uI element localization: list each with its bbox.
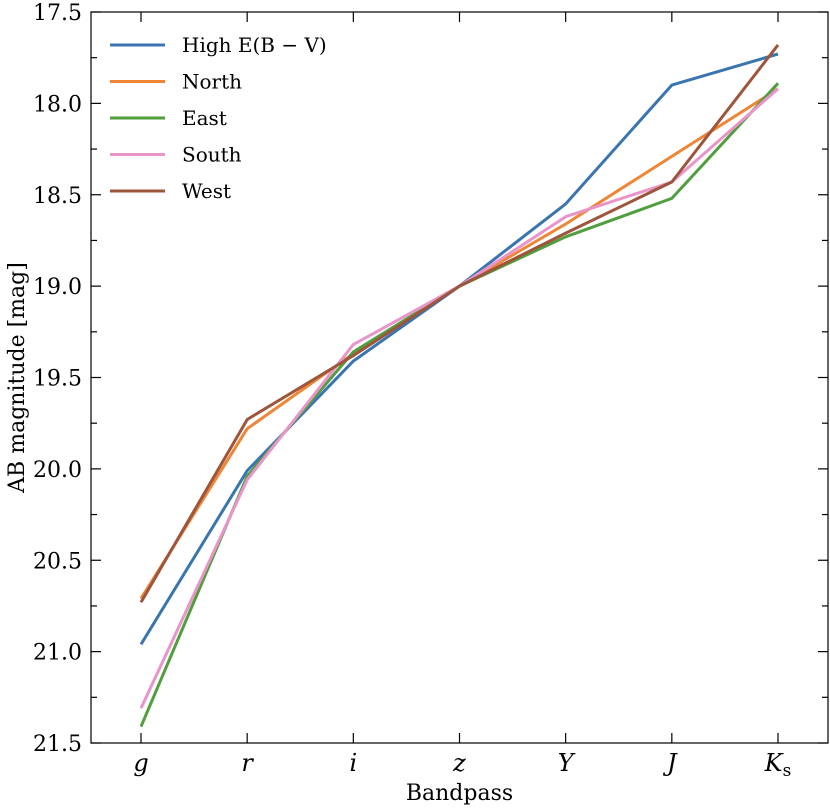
series-line-5 [139,43,780,604]
x-tick-label: Y [558,749,576,777]
x-tick-label: z [452,749,466,777]
x-tick-label: g [133,749,148,777]
y-tick-label: 20.5 [33,549,82,574]
y-tick-label: 18.5 [33,184,82,209]
legend-label: North [182,70,242,94]
x-tick-label: r [241,749,254,777]
y-axis-title: AB magnitude [mag] [5,262,30,494]
y-tick-label: 20.0 [33,458,82,483]
series-line-3 [139,82,780,728]
y-tick-label: 21.5 [33,732,82,757]
labels-layer: 17.5 18.0 18.5 19.0 19.5 20.0 20.5 21.0 21.5 g r i z… [33,1,791,781]
legend: High E(B − V) North East South West [110,33,327,203]
y-tick-label: 21.0 [33,641,82,666]
plot-frame [90,11,829,744]
y-tick-label: 17.5 [33,1,82,26]
ticks-layer [91,11,828,744]
legend-label: High E(B − V) [182,33,327,57]
x-axis-title: Bandpass [406,781,513,806]
series-line-4 [139,87,779,709]
x-tick-label: Ks [764,749,792,781]
x-tick-label: J [662,749,678,777]
y-tick-label: 19.0 [33,275,82,300]
y-tick-label: 18.0 [33,92,82,117]
x-tick-label: i [349,749,357,777]
legend-label: West [182,179,231,203]
y-tick-label: 19.5 [33,367,82,392]
legend-label: South [182,143,242,167]
series-layer [139,43,780,728]
x-tick-label-subscript: s [783,761,792,781]
legend-label: East [182,106,227,130]
